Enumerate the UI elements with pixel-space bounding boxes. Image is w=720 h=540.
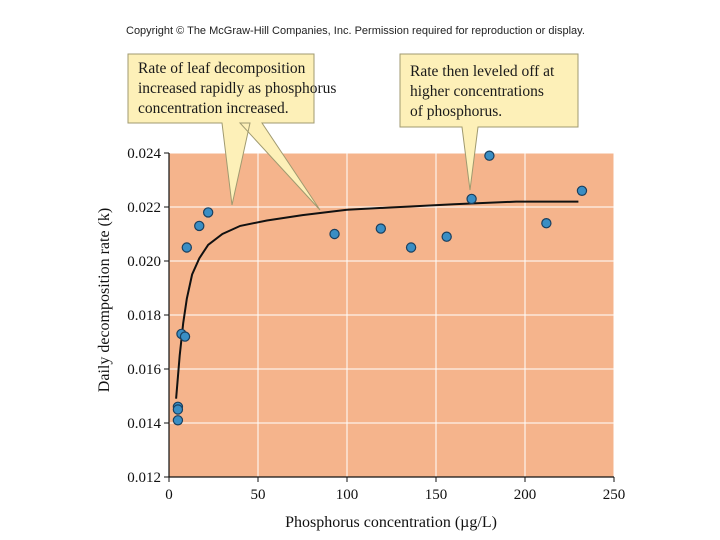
x-tick-label: 0 [165, 487, 173, 503]
callout-leveled-line: Rate then leveled off at [410, 63, 555, 80]
callout-increase-line: increased rapidly as phosphorus [138, 80, 336, 97]
copyright-notice: Copyright © The McGraw-Hill Companies, I… [126, 25, 585, 37]
x-tick-label: 200 [514, 487, 537, 503]
data-point [172, 404, 184, 415]
x-tick-label: 150 [425, 487, 448, 503]
y-tick-label: 0.016 [127, 362, 161, 378]
callout-increase-box [127, 53, 321, 211]
data-point [484, 150, 495, 161]
callout-leveled: Rate then leveled off at higher concentr… [399, 53, 579, 191]
data-point [466, 193, 477, 205]
y-tick-label: 0.022 [127, 200, 161, 216]
y-axis-label: Daily decomposition rate (k) [96, 208, 113, 392]
data-point [179, 331, 191, 342]
data-point [181, 242, 192, 253]
y-tick-label: 0.014 [127, 416, 161, 432]
callout-increase-line: Rate of leaf decomposition [138, 60, 306, 77]
callout-leveled-line: of phosphorus. [410, 103, 502, 120]
callout-increase-line: concentration increased. [138, 100, 289, 117]
callout-increase-text: Rate of leaf decomposition increased rap… [138, 60, 340, 117]
data-point [441, 231, 452, 242]
plot-area: 0 50 100 150 200 250 0.012 0.014 0.016 0.018 0.020… [127, 146, 625, 503]
y-tick-label: 0.012 [127, 470, 161, 486]
y-tick-label: 0.024 [127, 146, 161, 162]
data-point [172, 415, 184, 426]
data-point [405, 242, 417, 253]
callout-leveled-text: Rate then leveled off at higher concentr… [410, 63, 558, 120]
data-point [194, 220, 205, 232]
x-tick-label: 100 [336, 487, 359, 503]
callout-leveled-box [399, 53, 579, 191]
data-point [329, 228, 340, 240]
data-point [576, 185, 588, 196]
y-tick-label: 0.018 [127, 308, 161, 324]
data-point [202, 207, 214, 218]
data-point [541, 217, 552, 229]
callout-increase: Rate of leaf decomposition increased rap… [127, 53, 340, 211]
data-points [172, 150, 588, 426]
x-tick-label: 50 [251, 487, 266, 503]
axis-ticks: 0 50 100 150 200 250 0.012 0.014 0.016 0.018 0.020… [127, 146, 625, 503]
callout-leveled-line: higher concentrations [410, 83, 544, 100]
data-point [375, 223, 387, 234]
y-tick-label: 0.020 [127, 254, 161, 270]
x-axis-label: Phosphorus concentration (µg/L) [285, 514, 497, 531]
x-tick-label: 250 [603, 487, 626, 503]
